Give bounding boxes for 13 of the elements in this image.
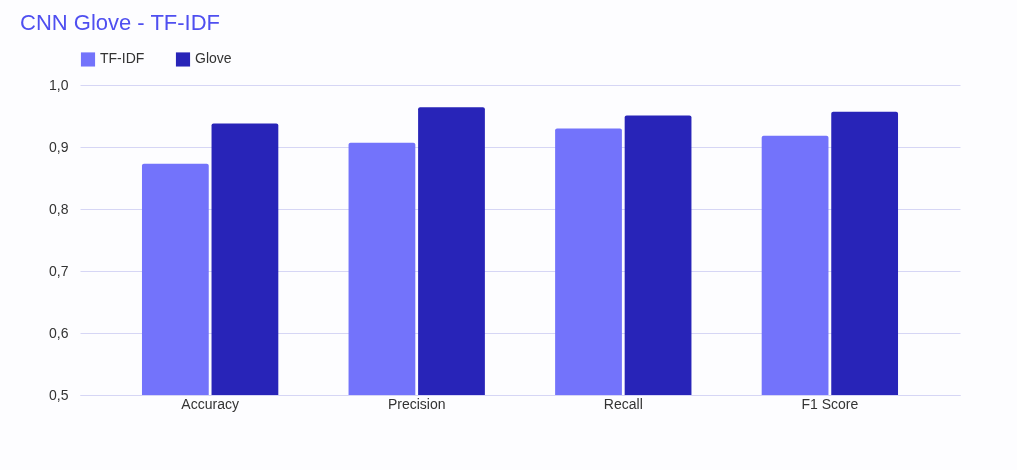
legend-label: Glove [195,50,232,67]
y-tick-label: 0,7 [49,262,69,279]
x-tick-label: Precision [387,395,446,412]
x-tick-label: Accuracy [181,395,239,412]
chart-title: CNN Glove - TF-IDF [20,10,221,35]
y-tick-label: 0,8 [49,200,69,217]
y-tick-label: 1,0 [49,76,69,93]
y-tick-label: 0,9 [49,138,69,155]
x-tick-label: F1 Score [801,395,859,412]
legend-label: TF-IDF [100,50,145,67]
x-tick-label: Recall [603,395,643,412]
y-tick-label: 0,6 [49,324,69,341]
y-tick-label: 0,5 [49,386,69,403]
